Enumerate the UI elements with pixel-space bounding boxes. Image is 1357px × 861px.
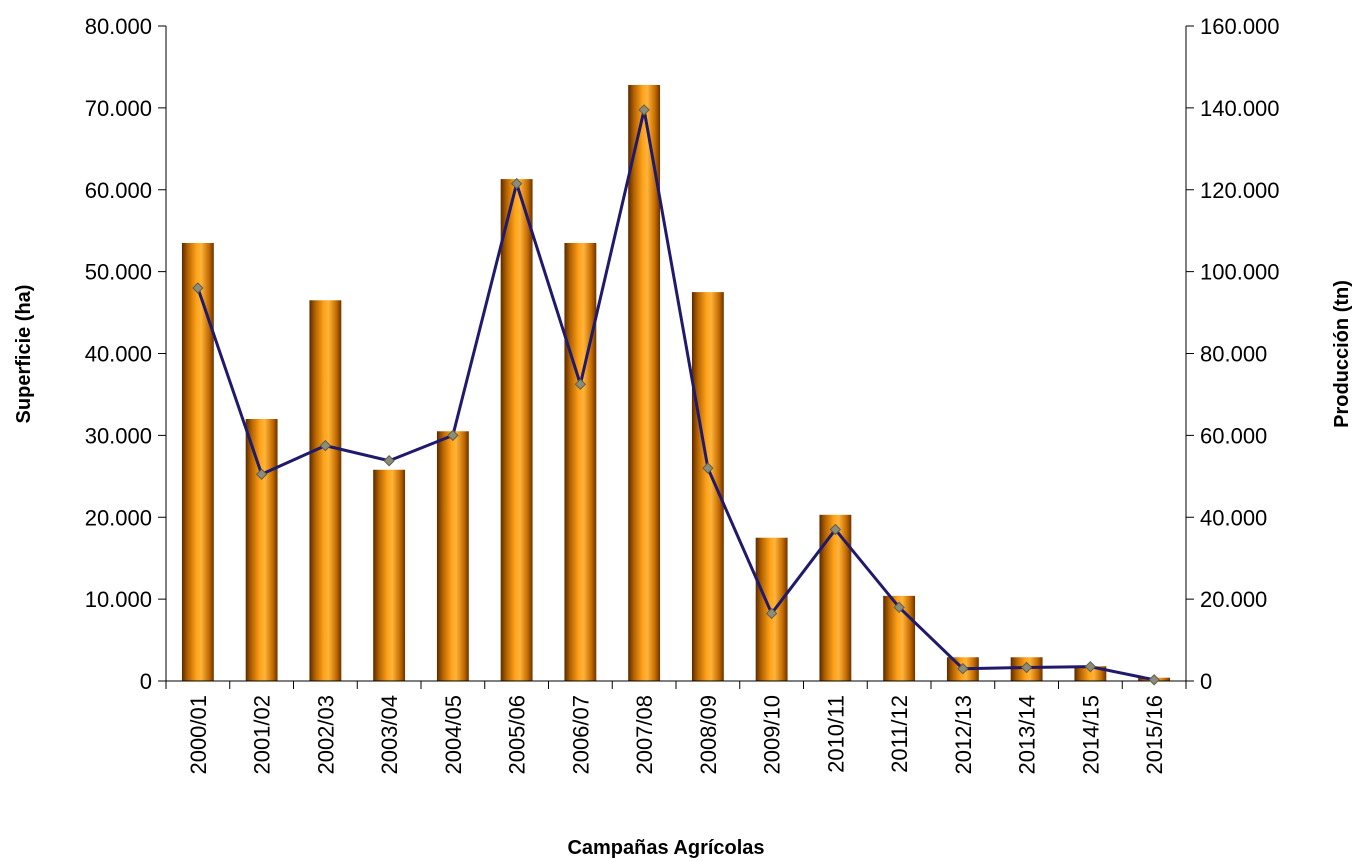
bar: [436, 431, 469, 681]
line-point: [638, 104, 650, 116]
bar: [245, 419, 278, 681]
bar: [373, 469, 406, 681]
line-point: [510, 177, 523, 190]
x-tick-label: 2013/14: [1015, 695, 1040, 775]
line-point: [893, 601, 905, 614]
y2-tick-label: 160.000: [1200, 14, 1280, 39]
bar: [181, 242, 214, 681]
y2-tick-label: 80.000: [1200, 342, 1267, 367]
x-tick-label: 2009/10: [760, 695, 785, 775]
line-point: [702, 462, 714, 474]
x-tick-label: 2000/01: [186, 695, 211, 775]
x-tick-label: 2003/04: [377, 695, 402, 775]
y2-axis-title: Producción (tn): [1331, 280, 1353, 428]
y2-tick-label: 60.000: [1200, 423, 1267, 448]
line-point: [192, 282, 204, 294]
x-tick-label: 2011/12: [887, 695, 912, 773]
line-point: [1084, 660, 1097, 673]
x-tick-label: 2014/15: [1078, 695, 1103, 775]
y2-tick-label: 140.000: [1200, 96, 1280, 121]
line-point: [957, 663, 969, 675]
x-tick-label: 2015/16: [1142, 695, 1167, 775]
y-tick-label: 40.000: [85, 342, 152, 367]
line-point: [1020, 661, 1033, 674]
bar: [564, 242, 597, 681]
y-tick-label: 10.000: [85, 587, 152, 612]
x-tick-label: 2007/08: [632, 695, 657, 775]
bar: [500, 179, 533, 681]
line-point: [319, 439, 332, 452]
y-tick-label: 60.000: [85, 178, 152, 203]
x-tick-label: 2008/09: [696, 695, 721, 775]
bar: [819, 514, 852, 681]
x-tick-label: 2002/03: [313, 695, 338, 775]
bar: [628, 84, 661, 681]
line-point: [574, 378, 587, 390]
x-tick-label: 2004/05: [441, 695, 466, 775]
y2-tick-label: 40.000: [1200, 505, 1267, 530]
y-tick-label: 70.000: [85, 96, 152, 121]
line-point: [255, 468, 268, 480]
bar: [1074, 666, 1107, 681]
line-point: [765, 607, 778, 620]
y-tick-label: 80.000: [85, 14, 152, 39]
line-point: [829, 523, 842, 536]
x-tick-label: 2012/13: [951, 695, 976, 775]
plot-area: 0 10.000 20.000 30.000 40.000 50.000 60.000 70.…: [85, 14, 1280, 775]
bar: [691, 292, 724, 681]
y2-tick-label: 0: [1200, 669, 1212, 694]
y-tick-label: 30.000: [85, 423, 152, 448]
y-tick-label: 0: [140, 669, 152, 694]
y-tick-label: 50.000: [85, 260, 152, 285]
line-point: [447, 429, 459, 442]
y2-tick-label: 100.000: [1200, 260, 1280, 285]
x-tick-label: 2005/06: [505, 695, 530, 775]
y2-tick-label: 120.000: [1200, 178, 1280, 203]
x-axis-title: Campañas Agrícolas: [567, 837, 764, 859]
y-tick-label: 20.000: [85, 505, 152, 530]
y-axis-title: Superficie (ha): [13, 285, 35, 424]
y2-tick-label: 20.000: [1200, 587, 1267, 612]
bar: [309, 300, 342, 681]
x-tick-label: 2001/02: [250, 695, 275, 775]
line-point: [383, 455, 395, 467]
x-tick-label: 2010/11: [823, 695, 848, 773]
x-tick-label: 2006/07: [568, 695, 593, 775]
line-series: [196, 108, 1155, 682]
line-point: [1148, 674, 1160, 686]
